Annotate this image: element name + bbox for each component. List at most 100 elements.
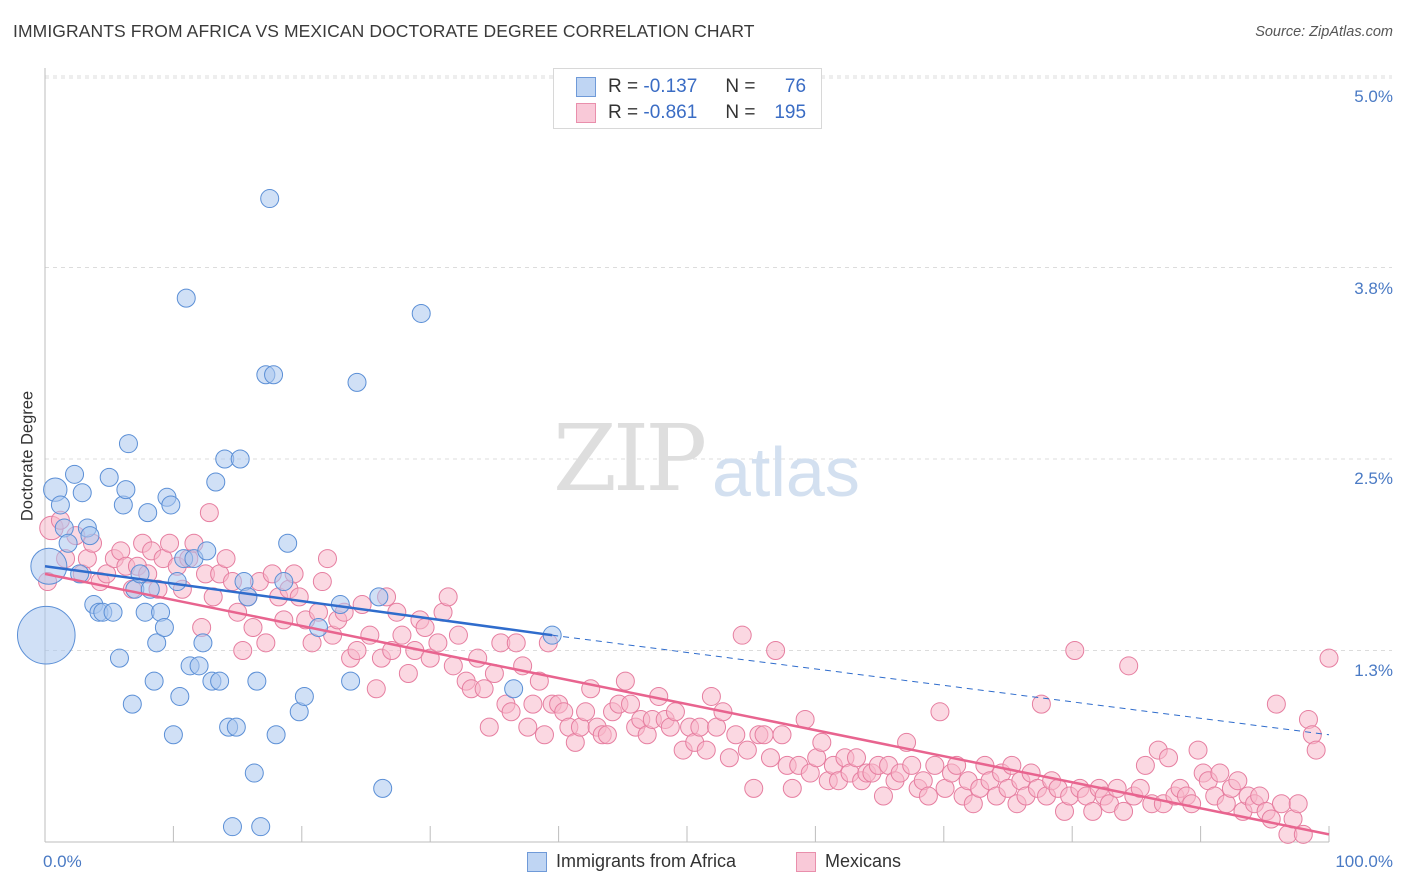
legend-r-label: R = <box>608 102 639 123</box>
point-mexicans <box>347 641 367 660</box>
point-africa <box>251 817 271 837</box>
point-mexicans <box>366 679 386 699</box>
point-mexicans <box>754 725 774 745</box>
point-mexicans <box>216 549 236 569</box>
point-mexicans <box>289 587 309 607</box>
point-mexicans <box>1159 748 1178 768</box>
point-africa <box>170 686 190 706</box>
y-axis-label: Doctorate Degree <box>18 390 37 522</box>
y-tick-label-3-8: 3.8% <box>1354 279 1393 298</box>
legend-r-label: R = <box>608 76 639 97</box>
point-mexicans <box>690 717 710 737</box>
point-mexicans <box>468 648 488 668</box>
point-mexicans <box>398 663 418 683</box>
point-mexicans <box>1288 794 1308 814</box>
point-mexicans <box>392 625 412 645</box>
point-mexicans <box>506 633 526 653</box>
point-africa <box>206 472 226 492</box>
point-mexicans <box>312 572 332 592</box>
point-africa <box>99 467 119 487</box>
point-africa <box>197 541 217 561</box>
point-africa <box>244 763 264 783</box>
correlation-legend: R = -0.137 N = 76 R = -0.861 N = 195 <box>553 68 822 129</box>
point-mexicans <box>812 732 832 752</box>
point-mexicans <box>1306 740 1326 760</box>
point-africa <box>260 189 280 209</box>
x-tick-label-max: 100.0% <box>1335 852 1393 871</box>
point-mexicans <box>737 740 757 760</box>
bottom-legend-mexicans: Mexicans <box>796 851 901 872</box>
point-africa <box>16 605 76 665</box>
legend-r-value: -0.137 <box>643 76 698 97</box>
legend-swatch-africa <box>576 77 596 97</box>
point-mexicans <box>1107 778 1127 798</box>
legend-row-africa: R = -0.137 N = 76 <box>576 74 806 100</box>
point-mexicans <box>1065 641 1085 660</box>
point-mexicans <box>1182 794 1202 814</box>
point-mexicans <box>925 755 945 775</box>
bottom-legend-swatch-africa <box>527 851 547 872</box>
point-mexicans <box>199 503 219 523</box>
point-africa <box>193 633 213 653</box>
point-mexicans <box>529 671 549 691</box>
point-mexicans <box>534 725 554 745</box>
point-africa <box>341 671 361 691</box>
point-africa <box>294 686 314 706</box>
point-africa <box>122 694 142 714</box>
point-africa <box>147 633 167 653</box>
point-mexicans <box>474 679 494 699</box>
bottom-legend-label-africa: Immigrants from Africa <box>556 851 737 871</box>
point-africa <box>116 480 136 500</box>
point-africa <box>210 671 230 691</box>
point-mexicans <box>744 778 764 798</box>
legend-row-mexicans: R = -0.861 N = 195 <box>576 100 806 126</box>
point-africa <box>278 533 298 553</box>
point-mexicans <box>846 748 866 768</box>
point-africa <box>274 572 294 592</box>
point-mexicans <box>1031 694 1051 714</box>
point-africa <box>222 817 242 837</box>
point-africa <box>163 725 183 745</box>
point-africa <box>118 434 138 454</box>
point-africa <box>264 365 284 385</box>
point-mexicans <box>615 671 635 691</box>
point-africa <box>109 648 129 668</box>
point-mexicans <box>1135 755 1155 775</box>
point-mexicans <box>443 656 463 676</box>
watermark-zip: ZIP <box>553 405 707 512</box>
point-africa <box>50 495 70 515</box>
point-mexicans <box>918 786 938 806</box>
point-africa <box>369 587 389 607</box>
point-mexicans <box>1083 801 1103 821</box>
point-mexicans <box>772 725 792 745</box>
point-africa <box>58 533 78 553</box>
point-mexicans <box>1271 794 1291 814</box>
point-mexicans <box>665 702 685 722</box>
point-mexicans <box>501 702 521 722</box>
x-tick-label-min: 0.0% <box>43 852 82 871</box>
point-mexicans <box>160 533 180 553</box>
point-africa <box>411 303 431 323</box>
source-label: Source: ZipAtlas.com <box>1255 24 1393 40</box>
legend-r-value: -0.861 <box>643 102 698 123</box>
point-mexicans <box>479 717 499 737</box>
point-africa <box>103 602 123 622</box>
point-mexicans <box>766 641 786 660</box>
legend-n-value: 195 <box>774 102 807 123</box>
point-mexicans <box>428 633 448 653</box>
point-mexicans <box>1261 809 1281 829</box>
point-africa <box>138 503 158 523</box>
point-africa <box>266 725 286 745</box>
bottom-legend-label-mexicans: Mexicans <box>825 851 902 871</box>
point-africa <box>373 778 393 798</box>
bottom-legend-africa: Immigrants from Africa <box>527 851 736 872</box>
legend-swatch-mexicans <box>576 103 596 123</box>
point-mexicans <box>518 717 538 737</box>
point-mexicans <box>1119 656 1139 676</box>
point-mexicans <box>1228 771 1248 791</box>
point-mexicans <box>438 587 458 607</box>
point-mexicans <box>696 740 716 760</box>
point-africa <box>230 449 250 469</box>
legend-n-value: 76 <box>784 76 807 97</box>
point-africa <box>247 671 267 691</box>
